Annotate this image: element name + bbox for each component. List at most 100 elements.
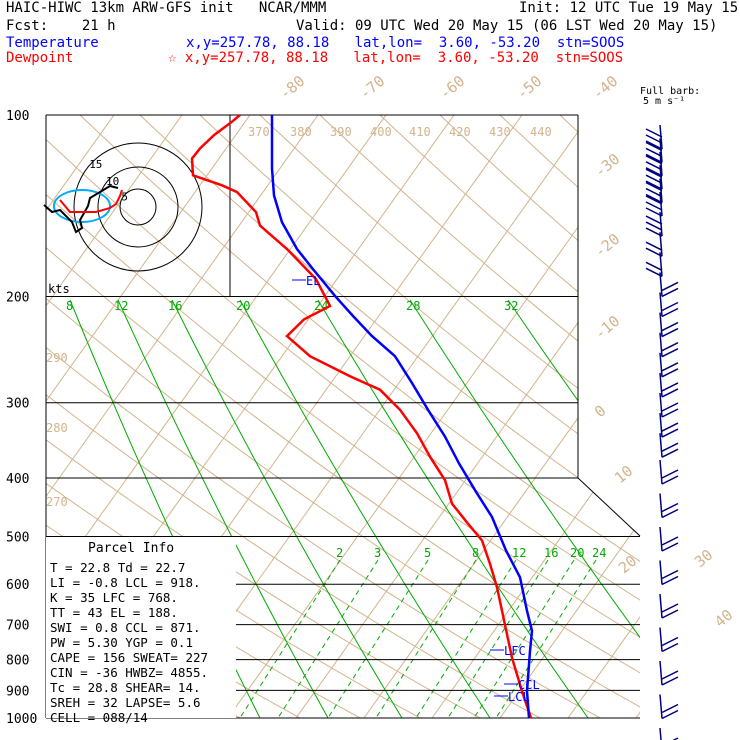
wind-barb-flag (661, 448, 679, 458)
hodograph-units: kts (48, 282, 70, 296)
pressure-label: 400 (6, 472, 29, 487)
wind-barb-staff (659, 727, 662, 740)
wind-barb-flag (661, 287, 679, 298)
wind-barb-flag (645, 187, 663, 198)
moist-adiabat-label: 8 (66, 299, 73, 313)
wind-barb-flag (661, 362, 679, 372)
isotherm-label: -20 (591, 230, 623, 261)
wind-barb-flag (645, 134, 663, 144)
mixing-ratio-label: 5 (424, 546, 431, 560)
header-title: HAIC-HIWC 13km ARW-GFS init NCAR/MMM (6, 0, 327, 16)
hodograph-ring (97, 166, 179, 248)
dry-adiabat (680, 115, 740, 718)
hodograph-ring-label: 15 (89, 158, 102, 171)
moist-adiabat-label: 28 (406, 299, 420, 313)
wind-barb-staff (659, 433, 663, 458)
wind-barb (659, 433, 679, 458)
wind-barb-flag (645, 155, 663, 165)
moist-adiabat-label: 20 (236, 299, 250, 313)
theta-label: 390 (330, 125, 352, 139)
moist-adiabat-label: 12 (114, 299, 128, 313)
wind-barb-flag (661, 609, 679, 619)
parcel-info-row: PW = 5.30 YGP = 0.1 (50, 635, 193, 650)
wind-barb (645, 212, 663, 237)
wind-barb-flag (661, 442, 679, 452)
wind-barb-flag (645, 227, 663, 237)
wind-barb-flag (661, 368, 679, 378)
parcel-info-row: CELL = 088/14 (50, 710, 148, 725)
dry-adiabat (559, 115, 640, 718)
parcel-info-title: Parcel Info (88, 541, 174, 556)
wind-barb-flag (661, 636, 679, 647)
wind-barb-flag (645, 261, 663, 271)
wind-barb-flag (661, 327, 679, 338)
hodograph-trace-upper (43, 184, 119, 234)
parcel-info-row: LI = -0.8 LCL = 918. (50, 575, 201, 590)
parcel-info-row: CIN = -36 HWBZ= 4855. (50, 665, 208, 680)
mixing-ratio-label: 24 (592, 546, 606, 560)
wind-barb-flag (661, 307, 679, 318)
wind-barb-staff (659, 413, 663, 438)
wind-barb (659, 312, 679, 338)
wind-barb (645, 124, 663, 150)
wind-barb-staff (659, 292, 663, 317)
moist-adiabat-label: 16 (168, 299, 182, 313)
wind-barb (645, 178, 663, 204)
pressure-label: 500 (6, 530, 29, 545)
wind-barb-flag (661, 402, 679, 412)
isotherm-label: 20 (615, 552, 640, 577)
wind-barb-staff (659, 694, 663, 719)
wind-barb-staff (659, 493, 663, 518)
pressure-label: 200 (6, 291, 29, 306)
dry-adiabat (259, 115, 640, 718)
level-label-el: EL (306, 274, 320, 288)
pressure-label: 600 (6, 578, 29, 593)
wind-barb-flag (661, 703, 679, 714)
wind-barb (645, 232, 663, 257)
dewpoint-profile (270, 115, 534, 719)
wind-barb-flag (645, 161, 663, 171)
moist-adiabat (117, 299, 329, 718)
isotherm-label: -30 (591, 150, 623, 181)
pressure-label: 100 (6, 109, 29, 124)
wind-barb-staff (659, 660, 663, 686)
wind-barb-flag (645, 167, 663, 177)
wind-barb-flag (661, 508, 679, 519)
frame-slant (577, 477, 641, 537)
legend-dewpoint-info: ☆ x,y=257.78, 88.18 lat,lon= 3.60, -53.2… (168, 50, 624, 66)
wind-barb-flag (661, 575, 679, 586)
moist-adiabat (317, 299, 589, 718)
wind-barb-flag (661, 709, 679, 720)
parcel-info-box (46, 537, 236, 718)
wind-barb-staff (659, 352, 663, 377)
wind-barb-staff (659, 392, 663, 418)
theta-label: 280 (46, 421, 68, 435)
pressure-label: 900 (6, 684, 29, 699)
moist-adiabat (171, 299, 403, 718)
wind-barb-flag (645, 267, 663, 277)
wind-barb (659, 560, 679, 586)
wind-barb (659, 593, 679, 619)
wind-barb-staff (659, 560, 663, 585)
temperature-profile (190, 114, 533, 719)
wind-barb-flag (645, 241, 663, 251)
wind-barb-flag (645, 174, 663, 184)
wind-barb-staff (659, 232, 663, 257)
isotherm-line (46, 115, 251, 718)
wind-barb-flag (661, 676, 679, 686)
mixing-ratio-line (495, 559, 597, 718)
hodograph-ring (73, 142, 203, 272)
pressure-label: 1000 (6, 712, 37, 727)
mixing-ratio-label: 8 (472, 546, 479, 560)
mixing-ratio-line (447, 559, 549, 718)
dry-adiabat (199, 115, 640, 718)
theta-label: 380 (290, 125, 312, 139)
isotherm-label: -80 (276, 72, 308, 103)
isotherm-label: -40 (589, 72, 621, 103)
isotherm-label: 10 (611, 462, 636, 487)
mixing-ratio-label: 2 (336, 546, 343, 560)
mixing-ratio-label: 12 (512, 546, 526, 560)
dry-adiabat (46, 115, 601, 718)
isotherm-line (227, 115, 640, 718)
